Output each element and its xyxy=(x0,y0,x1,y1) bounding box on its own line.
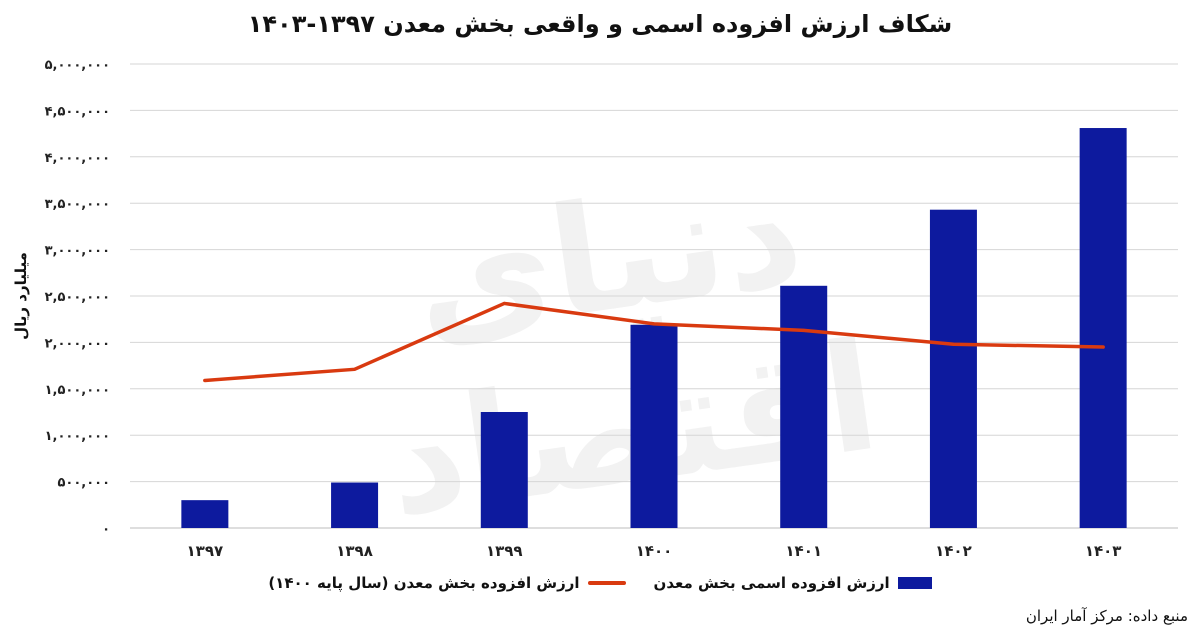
bar-nominal xyxy=(331,482,379,528)
line-point-real xyxy=(203,378,207,382)
line-point-real xyxy=(951,342,955,346)
bar-nominal xyxy=(1079,128,1127,529)
x-tick-label: ۱۳۹۷ xyxy=(187,542,224,560)
legend-item-nominal: ارزش افزوده اسمی بخش معدن xyxy=(654,574,932,592)
y-tick-label: ۲,۰۰۰,۰۰۰ xyxy=(45,336,110,351)
legend: ارزش افزوده اسمی بخش معدن ارزش افزوده بخ… xyxy=(0,574,1200,592)
source-note: منبع داده: مرکز آمار ایران xyxy=(1025,607,1188,625)
bar-nominal xyxy=(630,324,678,528)
x-tick-label: ۱۴۰۱ xyxy=(785,542,822,560)
legend-label-nominal: ارزش افزوده اسمی بخش معدن xyxy=(653,574,890,592)
y-tick-label: ۰ xyxy=(102,522,110,537)
y-tick-label: ۴,۵۰۰,۰۰۰ xyxy=(45,104,110,119)
line-point-real xyxy=(652,322,656,326)
bar-layer xyxy=(181,128,1127,529)
legend-item-real: ارزش افزوده بخش معدن (سال پایه ۱۴۰۰) xyxy=(268,574,626,592)
x-tick-label: ۱۴۰۰ xyxy=(636,542,673,560)
y-axis-label: میلیارد ریال xyxy=(12,252,30,340)
y-tick-label: ۵,۰۰۰,۰۰۰ xyxy=(45,58,110,73)
x-tick-label: ۱۳۹۸ xyxy=(336,542,373,560)
line-point-real xyxy=(353,367,357,371)
chart-title: شکاف ارزش افزوده اسمی و واقعی بخش معدن ۱… xyxy=(247,10,953,38)
y-tick-label: ۳,۰۰۰,۰۰۰ xyxy=(45,244,110,259)
bar-nominal xyxy=(181,500,229,528)
bar-nominal xyxy=(929,209,977,529)
y-tick-label: ۴,۰۰۰,۰۰۰ xyxy=(45,151,110,166)
y-tick-label: ۱,۵۰۰,۰۰۰ xyxy=(45,383,110,398)
ytick-layer: ۰ ۵۰۰,۰۰۰ ۱,۰۰۰,۰۰۰ ۱,۵۰۰,۰۰۰ ۲,۰۰۰,۰۰۰ ۲,۵۰۰… xyxy=(45,58,110,537)
x-tick-label: ۱۴۰۲ xyxy=(935,542,972,560)
y-tick-label: ۵۰۰,۰۰۰ xyxy=(57,476,110,491)
line-point-real xyxy=(1101,345,1105,349)
bar-nominal xyxy=(780,285,828,528)
xtick-layer: ۱۳۹۷ ۱۳۹۸ ۱۳۹۹ ۱۴۰۰ ۱۴۰۱ ۱۴۰۲ ۱۴۰۳ xyxy=(187,542,1122,560)
line-point-real xyxy=(802,328,806,332)
y-tick-label: ۲,۵۰۰,۰۰۰ xyxy=(45,290,110,305)
y-tick-label: ۱,۰۰۰,۰۰۰ xyxy=(45,429,110,444)
legend-swatch-bar xyxy=(897,577,932,589)
legend-label-real: ارزش افزوده بخش معدن (سال پایه ۱۴۰۰) xyxy=(268,574,580,592)
x-tick-label: ۱۳۹۹ xyxy=(486,542,523,560)
y-tick-label: ۳,۵۰۰,۰۰۰ xyxy=(45,197,110,212)
x-tick-label: ۱۴۰۳ xyxy=(1085,542,1122,560)
bar-nominal xyxy=(480,412,528,528)
legend-swatch-line xyxy=(587,581,626,585)
line-layer xyxy=(203,301,1105,383)
line-point-real xyxy=(502,301,506,305)
